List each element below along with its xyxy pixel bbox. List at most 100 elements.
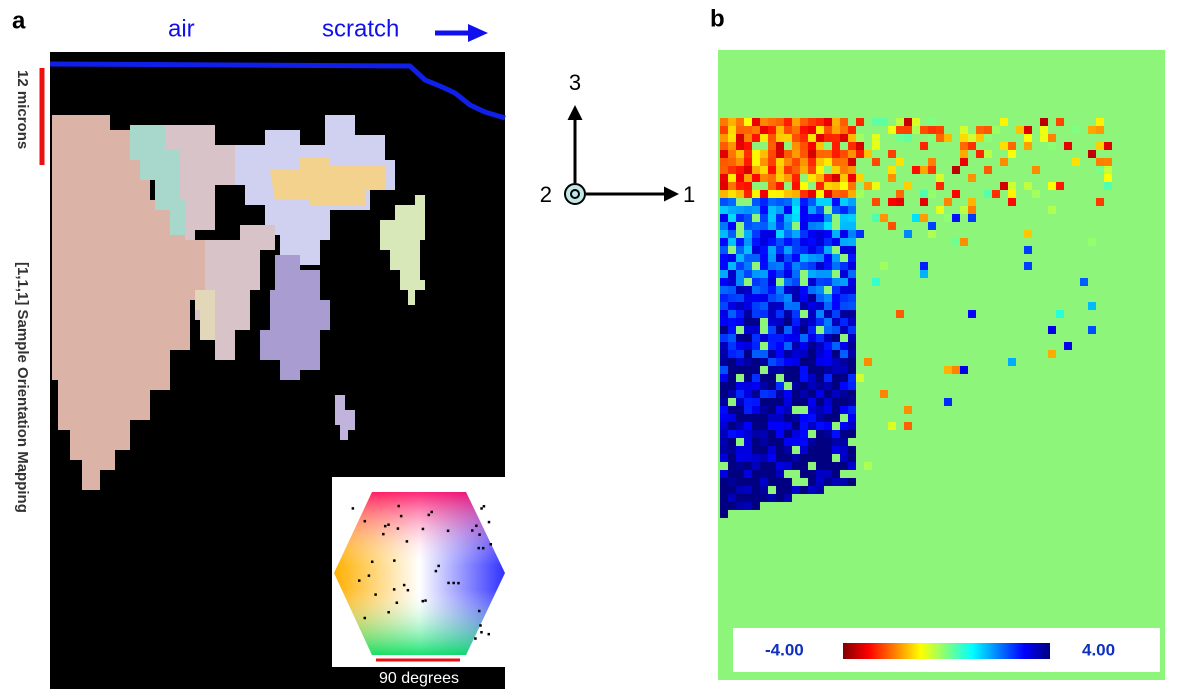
strain-cell <box>768 350 776 358</box>
strain-cell <box>792 366 800 374</box>
pole-dots <box>351 504 493 640</box>
strain-cell <box>1040 126 1048 134</box>
strain-cell <box>832 310 840 318</box>
strain-cell <box>832 390 840 398</box>
strain-cell <box>720 222 728 230</box>
strain-cell <box>872 198 880 206</box>
strain-cell <box>960 150 968 158</box>
strain-cell <box>920 214 928 222</box>
strain-cell <box>752 414 760 422</box>
strain-cell <box>832 190 840 198</box>
strain-cell <box>752 486 760 494</box>
strain-cell <box>720 182 728 190</box>
strain-cell <box>840 278 848 286</box>
strain-cell <box>816 126 824 134</box>
strain-cell <box>784 262 792 270</box>
strain-cell <box>768 414 776 422</box>
strain-cell <box>728 342 736 350</box>
strain-cell <box>736 166 744 174</box>
strain-cell <box>824 454 832 462</box>
strain-cell <box>720 270 728 278</box>
strain-cell <box>848 182 856 190</box>
strain-cell <box>768 142 776 150</box>
strain-cell <box>760 406 768 414</box>
strain-cell <box>776 230 784 238</box>
strain-cell <box>976 126 984 134</box>
strain-cell <box>752 270 760 278</box>
strain-cell <box>720 350 728 358</box>
strain-cell <box>776 494 784 502</box>
strain-cell <box>736 262 744 270</box>
strain-cell <box>848 326 856 334</box>
strain-cell <box>816 462 824 470</box>
strain-cell <box>728 454 736 462</box>
strain-cell <box>808 246 816 254</box>
strain-cell <box>824 374 832 382</box>
pole-dot <box>383 524 387 528</box>
strain-cell <box>760 158 768 166</box>
strain-cell <box>744 414 752 422</box>
strain-cell <box>864 462 872 470</box>
strain-cell <box>720 382 728 390</box>
strain-cell <box>776 438 784 446</box>
strain-cell <box>800 294 808 302</box>
strain-cell <box>960 134 968 142</box>
color-key-overlay <box>334 492 505 655</box>
strain-cell <box>728 214 736 222</box>
strain-cell <box>776 286 784 294</box>
strain-cell <box>728 206 736 214</box>
pole-dot <box>457 581 460 585</box>
axis-label: 2 <box>540 182 552 207</box>
strain-cell <box>824 238 832 246</box>
strain-cell <box>824 150 832 158</box>
strain-cell <box>744 454 752 462</box>
strain-cell <box>744 494 752 502</box>
strain-cell <box>792 142 800 150</box>
strain-cell <box>720 134 728 142</box>
strain-cell <box>744 446 752 454</box>
strain-cell <box>744 166 752 174</box>
strain-cell <box>784 462 792 470</box>
pole-dot <box>434 569 438 573</box>
strain-cell <box>848 222 856 230</box>
strain-cell <box>824 278 832 286</box>
strain-cell <box>832 174 840 182</box>
strain-cell <box>816 414 824 422</box>
axis-2-symbol <box>564 183 586 205</box>
strain-cell <box>792 454 800 462</box>
strain-cell <box>776 350 784 358</box>
strain-cell <box>808 454 816 462</box>
strain-cell <box>752 470 760 478</box>
strain-cell <box>792 118 800 126</box>
strain-cell <box>736 118 744 126</box>
strain-cell <box>816 270 824 278</box>
strain-cell <box>808 318 816 326</box>
strain-cell <box>752 254 760 262</box>
strain-cell <box>736 182 744 190</box>
strain-cell <box>736 150 744 158</box>
strain-cell <box>720 214 728 222</box>
pole-dot <box>427 513 431 517</box>
strain-cell <box>1096 198 1104 206</box>
inset-caption: 90 degrees <box>379 670 459 687</box>
strain-cell <box>832 334 840 342</box>
pole-dot <box>370 560 374 564</box>
strain-cell <box>736 366 744 374</box>
strain-cell <box>936 174 944 182</box>
strain-cell <box>912 214 920 222</box>
strain-cell <box>832 142 840 150</box>
strain-cell <box>784 278 792 286</box>
strain-cell <box>928 134 936 142</box>
strain-cell <box>960 366 968 374</box>
pole-dot <box>478 533 481 536</box>
strain-cell <box>816 486 824 494</box>
strain-cell <box>920 262 928 270</box>
strain-cell <box>792 286 800 294</box>
strain-cell <box>824 294 832 302</box>
strain-cell <box>824 438 832 446</box>
strain-cell <box>736 214 744 222</box>
strain-cell <box>808 158 816 166</box>
strain-cell <box>960 126 968 134</box>
strain-cell <box>760 190 768 198</box>
strain-cell <box>744 470 752 478</box>
